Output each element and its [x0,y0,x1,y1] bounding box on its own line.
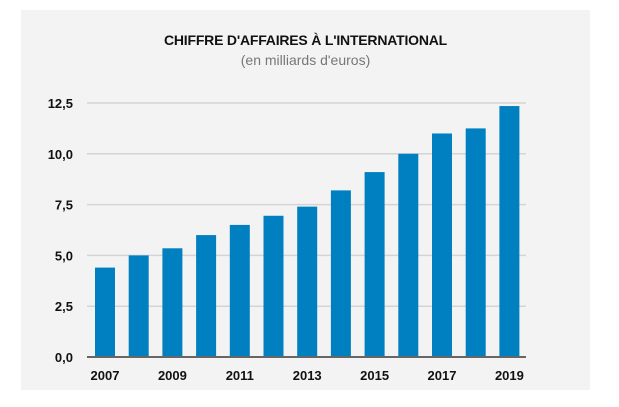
x-tick-label: 2013 [293,368,322,383]
x-tick-label: 2011 [226,368,254,383]
y-tick-label: 7,5 [55,198,73,213]
bar-2009 [162,248,183,357]
bar-2007 [95,267,115,357]
y-tick-label: 0,0 [55,350,73,365]
x-tick-label: 2009 [158,368,187,383]
bar-2016 [398,153,419,357]
bar-2013 [297,206,318,357]
x-tick-label: 2018 [461,388,490,390]
bar-chart: 0,0 2,5 5,0 7,5 10,0 12,5 2007 2008 2009 2010 2011… [48,96,526,390]
bar-2019 [499,106,520,357]
chart-subtitle: (en milliards d'euros) [240,52,371,68]
x-tick-label: 2010 [192,388,221,390]
x-tick-label: 2017 [428,368,457,383]
y-tick-label: 12,5 [48,96,73,111]
chart-panel: CHIFFRE D'AFFAIRES À L'INTERNATIONAL (en… [21,10,590,390]
x-tick-label: 2015 [360,368,389,383]
bar-2010 [196,235,217,357]
x-tick-label: 2014 [326,388,356,390]
bar-2014 [330,190,351,357]
y-tick-label: 5,0 [55,248,73,263]
y-tick-label: 10,0 [48,147,73,162]
y-tick-label: 2,5 [55,299,73,314]
x-tick-label: 2012 [259,388,288,390]
bar-2012 [263,215,284,357]
bar-2011 [229,224,250,357]
bar-2017 [432,133,452,357]
x-tick-label: 2016 [394,388,423,390]
x-tick-label: 2019 [495,368,524,383]
bar-2008 [128,255,149,357]
bar-2015 [364,172,385,357]
x-tick-label: 2008 [124,388,153,390]
chart-title: CHIFFRE D'AFFAIRES À L'INTERNATIONAL [163,32,448,48]
bar-2018 [465,128,486,357]
x-tick-label: 2007 [91,368,120,383]
